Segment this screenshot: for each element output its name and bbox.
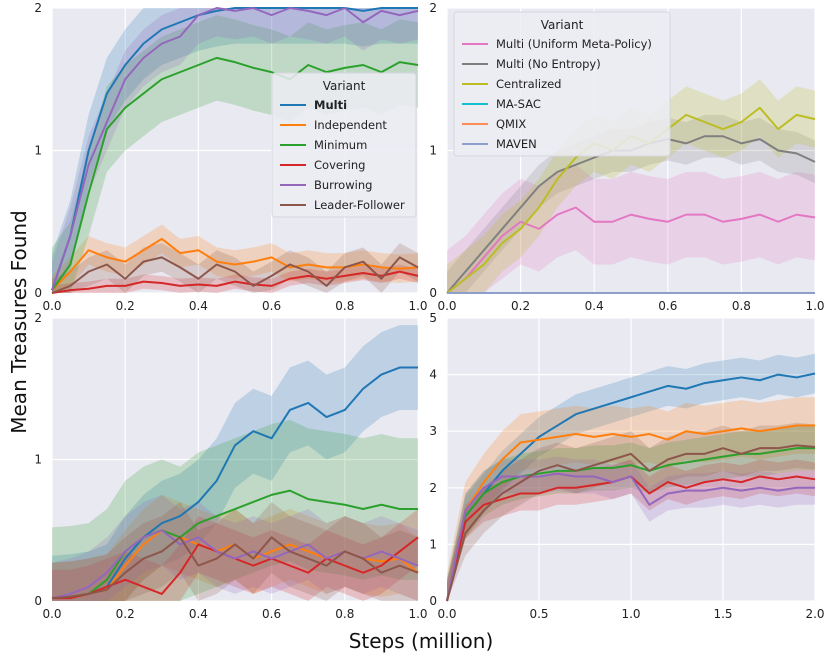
series-line-covering xyxy=(51,270,419,294)
y-tick-label: 4 xyxy=(429,368,437,382)
y-tick-label: 0 xyxy=(34,286,42,300)
x-axis-label: Steps (million) xyxy=(349,629,494,653)
x-tick-label: 1.0 xyxy=(621,607,640,621)
y-tick-label: 2 xyxy=(34,311,42,325)
legend-title: Variant xyxy=(323,79,366,93)
series-line-independent xyxy=(51,237,419,291)
panel-bottom-right: 0.0 0.5 1.0 1.5 2.0 0 1 2 3 4 5 xyxy=(429,311,824,621)
band-multi xyxy=(52,325,418,601)
y-tick-label: 2 xyxy=(429,1,437,15)
x-tick-label: 0.2 xyxy=(511,299,530,313)
y-tick-label: 1 xyxy=(34,144,42,158)
series-line-multi xyxy=(446,372,816,602)
band-independent xyxy=(52,224,418,293)
legend-entry: Multi (No Entropy) xyxy=(496,57,601,71)
x-tick-label: 1.0 xyxy=(408,607,427,621)
y-tick-label: 5 xyxy=(429,311,437,325)
x-tick-label: 0.2 xyxy=(116,299,135,313)
legend-entry: QMIX xyxy=(496,117,526,131)
x-tick-label: 0.8 xyxy=(335,299,354,313)
x-tick-label: 0.0 xyxy=(437,607,456,621)
band-minimum xyxy=(447,425,815,601)
x-tick-label: 0.0 xyxy=(437,299,456,313)
x-tick-label: 0.6 xyxy=(658,299,677,313)
x-tick-label: 1.5 xyxy=(713,607,732,621)
y-tick-label: 3 xyxy=(429,424,437,438)
legend-entry: Multi (Uniform Meta-Policy) xyxy=(496,37,652,51)
panel-top-right: 0.0 0.2 0.4 0.6 0.8 1.0 0 1 2 Variant Multi (Unifo… xyxy=(429,1,824,313)
legend: Variant Multi Independent Minimum Covering Bu… xyxy=(271,72,417,218)
panel-bottom-left: 0.0 0.2 0.4 0.6 0.8 1.0 0 1 2 xyxy=(34,311,427,621)
legend-entry: Independent xyxy=(314,118,387,132)
legend-box xyxy=(453,11,671,157)
series-line-leader-follower xyxy=(446,444,816,602)
x-tick-label: 0.8 xyxy=(732,299,751,313)
series-line-independent xyxy=(446,424,815,602)
y-tick-label: 0 xyxy=(429,286,437,300)
band-multi-uniform-meta-policy- xyxy=(447,164,815,293)
series-line-minimum xyxy=(51,489,418,600)
series-line-multi xyxy=(51,366,418,600)
x-tick-label: 0.0 xyxy=(42,607,61,621)
y-tick-label: 0 xyxy=(34,594,42,608)
x-tick-label: 2.0 xyxy=(805,607,824,621)
y-tick-label: 0 xyxy=(429,594,437,608)
y-tick-label: 1 xyxy=(429,537,437,551)
x-tick-label: 1.0 xyxy=(805,299,824,313)
y-tick-label: 2 xyxy=(429,481,437,495)
band-covering xyxy=(447,459,815,601)
x-tick-label: 0.4 xyxy=(585,299,604,313)
legend-entry: Centralized xyxy=(496,77,561,91)
legend-entry: Covering xyxy=(314,158,365,172)
legend-entry: Leader-Follower xyxy=(314,198,405,212)
x-tick-label: 0.8 xyxy=(335,607,354,621)
legend: Variant Multi (Uniform Meta-Policy) Multi … xyxy=(453,11,671,157)
band-multi xyxy=(447,353,815,601)
y-tick-label: 1 xyxy=(429,144,437,158)
legend-entry: Multi xyxy=(314,98,347,112)
x-tick-label: 0.2 xyxy=(116,607,135,621)
legend-entry: Burrowing xyxy=(314,178,372,192)
series-line-multi xyxy=(51,7,418,291)
series-line-leader-follower xyxy=(51,256,419,294)
band-covering xyxy=(52,509,418,601)
panel-top-left: 0.0 0.2 0.4 0.6 0.8 1.0 0 1 2 Variant Multi Indepen… xyxy=(34,1,427,313)
y-tick-label: 2 xyxy=(34,1,42,15)
x-tick-label: 0.0 xyxy=(42,299,61,313)
legend-entry: MAVEN xyxy=(496,137,537,151)
x-tick-label: 0.5 xyxy=(529,607,548,621)
series-line-leader-follower xyxy=(51,536,419,600)
band-multi xyxy=(52,8,418,293)
band-leader-follower xyxy=(52,501,418,601)
band-burrowing xyxy=(52,494,418,601)
band-leader-follower xyxy=(52,243,418,293)
band-minimum xyxy=(52,419,418,601)
band-centralized xyxy=(447,79,815,293)
band-independent xyxy=(52,494,418,601)
x-tick-label: 0.4 xyxy=(189,299,208,313)
x-tick-label: 1.0 xyxy=(408,299,427,313)
series-line-minimum xyxy=(51,56,419,291)
legend-title: Variant xyxy=(541,18,584,32)
series-line-burrowing xyxy=(51,7,419,291)
x-tick-label: 0.6 xyxy=(262,299,281,313)
band-burrowing xyxy=(52,8,418,293)
series-line-multi-uniform-meta-policy- xyxy=(446,206,816,294)
y-axis-label: Mean Treasures Found xyxy=(7,210,31,434)
band-leader-follower xyxy=(447,422,815,601)
x-tick-label: 0.4 xyxy=(189,607,208,621)
legend-box xyxy=(271,72,417,218)
series-line-minimum xyxy=(446,447,815,602)
y-tick-label: 1 xyxy=(34,453,42,467)
series-line-burrowing xyxy=(446,472,815,602)
legend-entry: Minimum xyxy=(314,138,367,152)
legend-entry: MA-SAC xyxy=(496,97,541,111)
x-tick-label: 0.6 xyxy=(262,607,281,621)
